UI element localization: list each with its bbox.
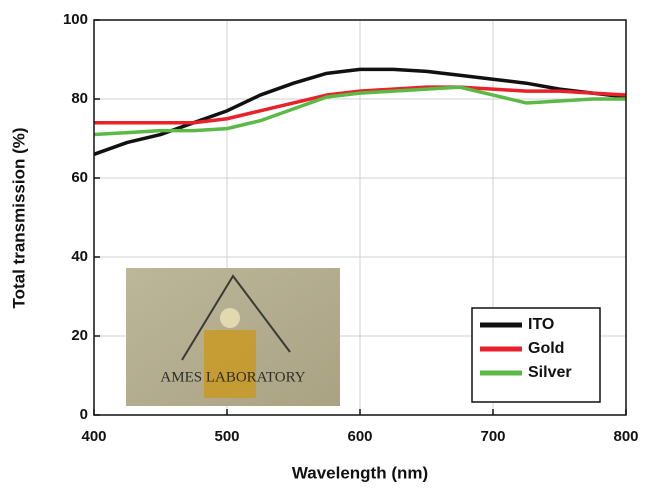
y-tick-label: 0 <box>80 406 88 423</box>
x-tick-label: 800 <box>613 428 638 445</box>
y-axis-label: Total transmission (%) <box>9 127 28 308</box>
y-tick-label: 100 <box>63 11 88 28</box>
y-tick-label: 40 <box>71 248 88 265</box>
photo-disc <box>220 308 240 328</box>
legend-label: Silver <box>528 364 572 381</box>
y-tick-label: 80 <box>71 90 88 107</box>
legend-label: Gold <box>528 340 564 357</box>
legend-label: ITO <box>528 316 554 333</box>
x-axis-label: Wavelength (nm) <box>292 463 428 482</box>
series-line <box>93 85 626 137</box>
series-line <box>94 85 627 125</box>
y-tick-label: 60 <box>71 169 88 186</box>
x-tick-label: 500 <box>214 428 239 445</box>
photo-triangle <box>181 274 291 361</box>
series-line <box>93 67 627 156</box>
x-tick-label: 400 <box>81 428 106 445</box>
y-tick-label: 20 <box>71 327 88 344</box>
x-tick-label: 600 <box>347 428 372 445</box>
inset-text: AMES LABORATORY <box>160 369 305 385</box>
photo-sample <box>204 330 256 398</box>
inset-photo: AMES LABORATORY <box>126 268 340 406</box>
x-tick-label: 700 <box>480 428 505 445</box>
